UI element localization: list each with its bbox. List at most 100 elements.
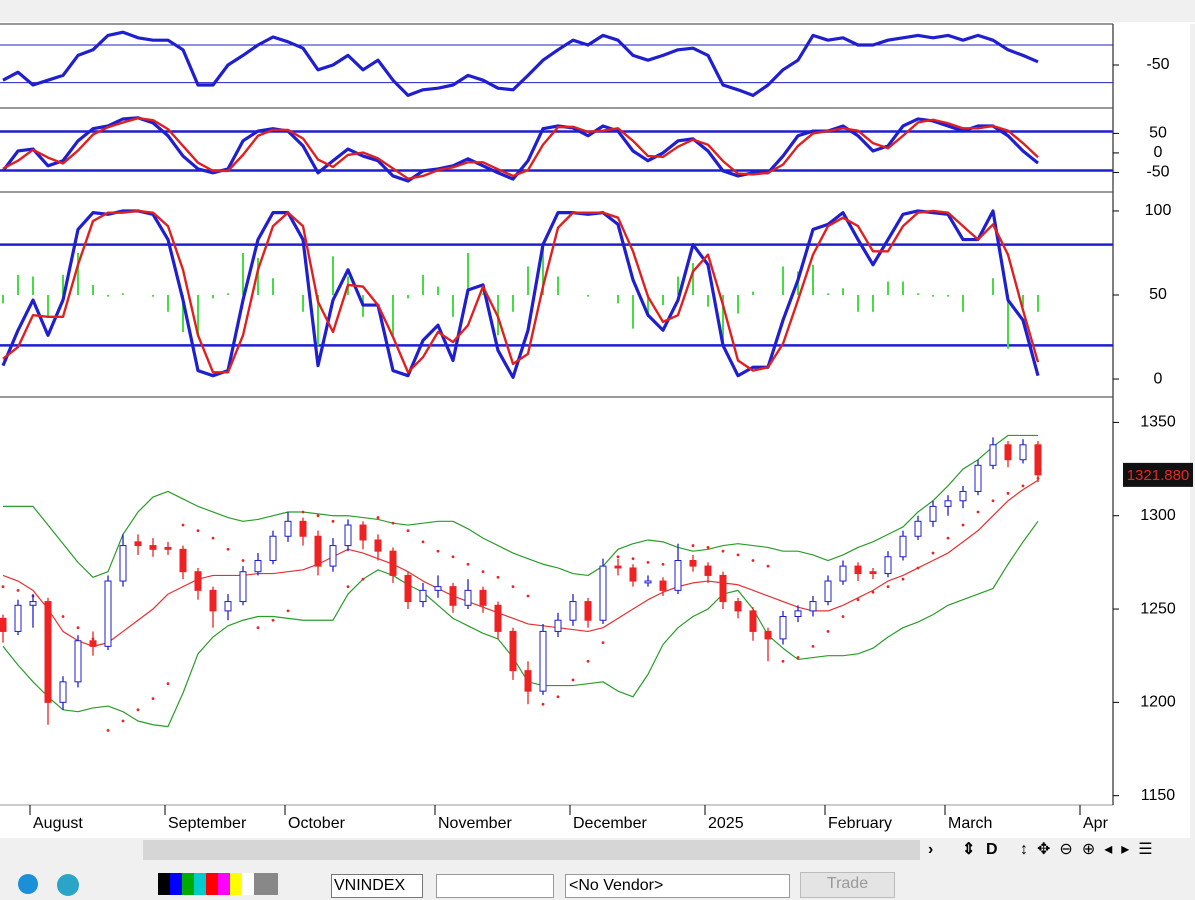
sar-dot	[481, 570, 485, 574]
refresh-icon[interactable]: ⇕	[962, 841, 976, 858]
sar-dot	[931, 551, 935, 555]
dropdown[interactable]	[436, 874, 554, 898]
histogram-bar	[302, 295, 304, 312]
series-line	[3, 434, 1038, 578]
symbol-box[interactable]: VNINDEX	[331, 874, 423, 898]
sar-dot	[541, 702, 545, 706]
candle-body	[1034, 444, 1042, 476]
x-tick-label: November	[438, 815, 512, 832]
sar-dot	[961, 523, 965, 527]
y-tick-label: 1300	[1140, 507, 1176, 524]
scroll-right[interactable]: ›	[928, 841, 934, 858]
histogram-bar	[722, 295, 724, 344]
sar-dot	[841, 615, 845, 618]
candle-body	[314, 535, 322, 567]
candle-body	[44, 601, 52, 703]
histogram-bar	[812, 264, 814, 295]
candle-body	[29, 601, 37, 606]
sar-dot	[556, 695, 560, 699]
histogram-bar	[152, 295, 154, 297]
nav-icons[interactable]: ↕✥⊖⊕◂▸☰	[1020, 841, 1162, 858]
histogram-bar	[782, 266, 784, 295]
candle-body	[299, 520, 307, 537]
candle-body	[284, 520, 292, 537]
candle-body	[449, 586, 457, 606]
histogram-bar	[557, 276, 559, 295]
histogram-bar	[452, 295, 454, 317]
sar-dot	[571, 678, 575, 682]
sar-dot	[796, 656, 800, 659]
d-button[interactable]: D	[986, 841, 998, 858]
series-line	[2, 520, 1039, 728]
histogram-bar	[677, 276, 679, 295]
histogram-bar	[167, 295, 169, 312]
candle-body	[1004, 444, 1012, 461]
candle-body	[479, 589, 487, 606]
y-tick-label: 0	[1154, 370, 1163, 387]
top-strip	[0, 0, 1195, 22]
candle-body	[824, 580, 832, 603]
candle-body	[779, 615, 787, 640]
y-tick-label: 0	[1154, 144, 1163, 161]
candle-body	[959, 490, 967, 502]
candle-body	[239, 571, 247, 603]
sar-dot	[646, 560, 650, 564]
candle-body	[839, 565, 847, 582]
candle-body	[104, 580, 112, 647]
browser-icon[interactable]	[57, 874, 79, 896]
sar-dot	[736, 553, 740, 557]
candle-body	[584, 601, 592, 621]
sar-dot	[991, 499, 995, 503]
histogram-bar	[107, 295, 109, 297]
histogram-bar	[257, 258, 259, 295]
scrollbar[interactable]	[143, 840, 920, 860]
histogram-bar	[437, 286, 439, 295]
candle-body	[134, 541, 142, 547]
sar-dot	[721, 549, 725, 553]
y-tick-label: 1350	[1140, 414, 1176, 431]
histogram-bar	[962, 295, 964, 312]
candle-body	[389, 550, 397, 576]
sar-dot	[601, 641, 605, 645]
x-tick-label: August	[33, 815, 83, 832]
vendor-dropdown[interactable]: <No Vendor>	[565, 874, 790, 898]
candle-body	[149, 545, 157, 550]
histogram-bar	[932, 295, 934, 297]
histogram-bar	[332, 256, 334, 295]
series-line	[2, 479, 1039, 647]
histogram-bar	[752, 291, 754, 295]
candle-body	[419, 589, 427, 603]
sar-dot	[976, 510, 980, 514]
histogram-bar	[122, 293, 124, 295]
candle-body	[569, 601, 577, 621]
candle-body	[944, 500, 952, 507]
candle-body	[89, 640, 97, 647]
histogram-bar	[182, 295, 184, 332]
sar-dot	[421, 540, 425, 544]
sar-dot	[901, 577, 905, 581]
sar-dot	[166, 682, 170, 686]
browser-icon[interactable]	[18, 874, 38, 894]
sar-dot	[361, 577, 365, 581]
color-palette[interactable]	[158, 873, 278, 895]
candle-body	[344, 524, 352, 547]
histogram-bar	[212, 295, 214, 299]
histogram-bar	[227, 293, 229, 295]
histogram-bar	[17, 274, 19, 295]
candle-body	[614, 565, 622, 569]
histogram-bar	[632, 295, 634, 329]
histogram-bar	[512, 295, 514, 312]
candle-body	[689, 560, 697, 567]
chart-area: -50 50 0 -50 100 50 0 1350 1300 1250 1200 1150 Augus…	[0, 0, 1195, 838]
candle-body	[974, 464, 982, 492]
trade-button[interactable]: Trade	[800, 872, 895, 898]
sar-dot	[631, 557, 635, 561]
sar-dot	[406, 529, 410, 533]
histogram-bar	[827, 293, 829, 295]
candle-body	[854, 565, 862, 575]
candle-body	[224, 601, 232, 612]
sar-dot	[436, 549, 440, 553]
sar-dot	[511, 585, 515, 589]
candle-body	[749, 610, 757, 632]
